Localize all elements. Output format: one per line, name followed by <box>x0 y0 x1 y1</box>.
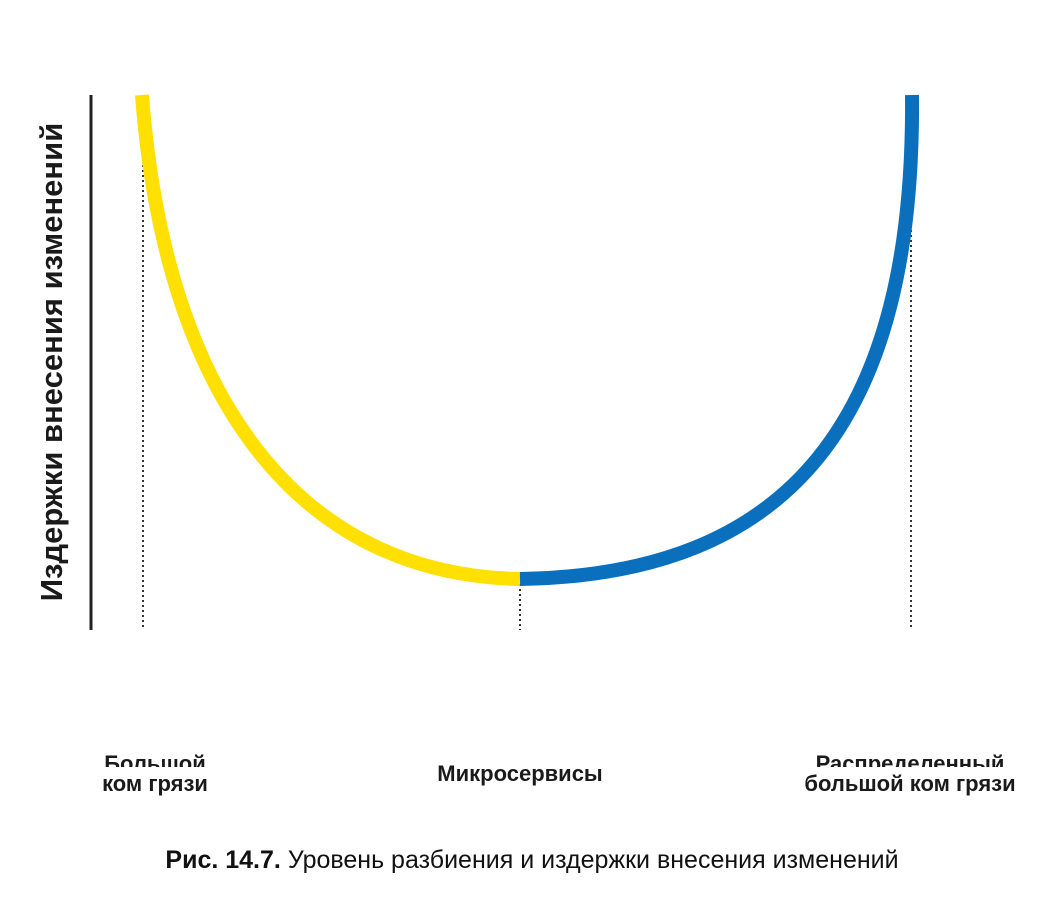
x-label-right-line-2: большой ком грязи <box>804 771 1016 796</box>
curve-right-segment <box>519 94 920 586</box>
x-label-microservices: Микросервисы <box>395 757 645 791</box>
x-label-right-line-1: Распределенный <box>815 751 1005 767</box>
curve-left-segment <box>135 94 521 586</box>
x-label-middle-text: Микросервисы <box>437 761 603 786</box>
figure-caption: Рис. 14.7. Уровень разбиения и издержки … <box>0 846 1064 875</box>
x-label-left-line-1: Большой <box>104 751 206 767</box>
figure-caption-text: Уровень разбиения и издержки внесения из… <box>287 846 899 874</box>
x-label-distributed-big-ball-of-mud: Распределенный большой ком грязи <box>785 748 1035 801</box>
x-label-big-ball-of-mud: Большой ком грязи <box>70 748 240 801</box>
y-axis-label: Издержки внесения изменений <box>34 123 69 602</box>
x-label-left-line-2: ком грязи <box>102 771 208 796</box>
figure-number: Рис. 14.7. <box>165 846 281 874</box>
